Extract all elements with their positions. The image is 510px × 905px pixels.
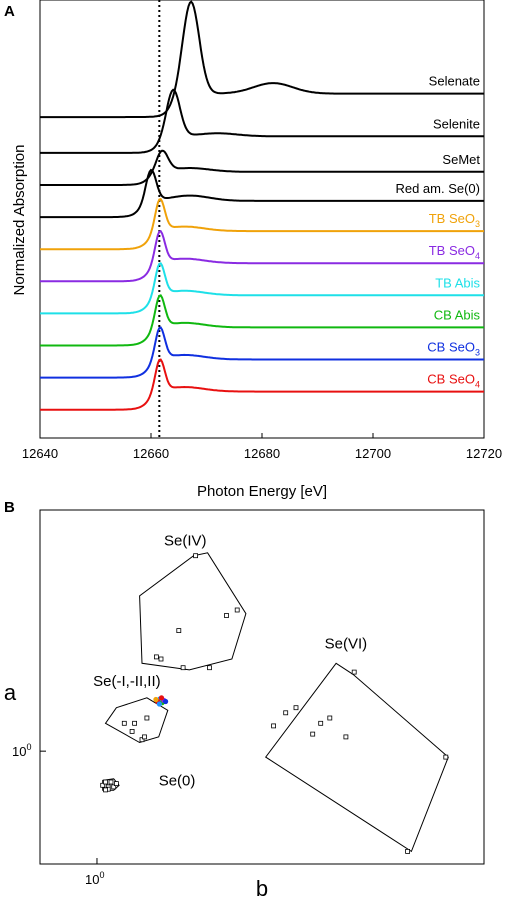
cluster-point	[193, 553, 199, 559]
cluster-point	[310, 731, 316, 737]
cluster-point	[405, 849, 411, 854]
cluster-point	[234, 607, 240, 613]
cluster-label: Se(-I,-II,II)	[93, 673, 161, 690]
series-label: Selenate	[429, 74, 480, 89]
cluster-point	[180, 665, 186, 671]
cluster-point	[443, 754, 449, 760]
cluster-point	[318, 720, 324, 726]
cluster-point	[153, 654, 159, 660]
x-tick-label: 12660	[133, 446, 169, 461]
panel-b-ticks: 100 100	[12, 742, 104, 887]
cluster-point	[103, 779, 108, 785]
spectrum-line	[40, 168, 484, 219]
series-label: TB Abis	[435, 275, 480, 290]
panel-b-frame	[39, 509, 485, 865]
sample-points	[153, 695, 169, 707]
cluster-label: Se(VI)	[325, 636, 368, 653]
sample-point	[163, 698, 169, 705]
cluster-point	[327, 715, 333, 721]
cluster-point	[103, 787, 108, 793]
series-label: TB SeO4	[429, 243, 480, 261]
series-label: Red am. Se(0)	[395, 181, 480, 196]
sample-point	[156, 701, 162, 707]
x-axis-ticks: 12640 12660 12680 12700 12720	[22, 433, 502, 461]
cluster-point	[176, 628, 182, 633]
panel-a-chart: Selenate Selenite SeMet Red am. Se(0) TB SeO…	[11, 0, 502, 500]
x-axis-title: Photon Energy [eV]	[197, 483, 327, 500]
x-tick-label: 12700	[355, 446, 391, 461]
series-label: CB SeO3	[427, 340, 480, 358]
cluster-point	[158, 656, 164, 662]
cluster-hull	[264, 662, 449, 853]
x-tick-label: 12720	[466, 446, 502, 461]
sample-point	[153, 696, 159, 703]
spectrum-line	[40, 294, 484, 347]
b-x-tick-label: 100	[85, 870, 104, 887]
cluster-point	[224, 613, 229, 618]
spectrum-line	[40, 149, 484, 186]
cluster-label: Se(0)	[159, 772, 196, 789]
cluster-points	[100, 553, 449, 854]
series-label: Selenite	[433, 116, 480, 131]
cluster-point	[283, 710, 289, 716]
cluster-point	[129, 729, 135, 734]
cluster-point	[108, 779, 114, 785]
cluster-hull	[139, 552, 247, 671]
spectrum-line	[40, 197, 484, 251]
series-label: TB SeO3	[429, 211, 480, 229]
cluster-point	[111, 784, 117, 790]
cluster-point	[343, 734, 349, 740]
cluster-point	[139, 737, 145, 743]
series-label: SeMet	[442, 152, 480, 167]
cluster-point	[121, 720, 127, 726]
x-tick-label: 12680	[244, 446, 280, 461]
cluster-labels: Se(IV) Se(VI) Se(-I,-II,II) Se(0)	[93, 532, 367, 789]
cluster-point	[271, 723, 277, 729]
cluster-point	[351, 669, 357, 675]
cluster-label: Se(IV)	[164, 532, 207, 549]
spectrum-line	[40, 262, 484, 315]
series-label: CB SeO4	[427, 372, 480, 390]
spectrum-line	[40, 358, 484, 411]
sample-point	[158, 695, 165, 701]
spectrum-line	[40, 88, 484, 154]
spectra-group	[40, 0, 484, 411]
cluster-hull	[104, 697, 169, 744]
cluster-hull	[102, 778, 120, 791]
panel-a-frame	[39, 0, 485, 439]
cluster-point	[132, 720, 138, 726]
y-axis-title: Normalized Absorption	[11, 145, 28, 296]
panel-b-label: B	[4, 499, 15, 516]
spectrum-line	[40, 229, 484, 283]
cluster-point	[100, 782, 106, 788]
b-x-axis-title: b	[256, 876, 268, 901]
cluster-point	[114, 781, 119, 786]
spectrum-line	[40, 326, 484, 379]
cluster-point	[293, 705, 299, 711]
cluster-point	[142, 734, 147, 740]
cluster-point	[207, 665, 212, 671]
b-y-axis-title: a	[4, 680, 17, 705]
series-labels: Selenate Selenite SeMet Red am. Se(0) TB SeO…	[395, 74, 480, 390]
b-y-tick-label: 100	[12, 742, 31, 759]
cluster-point	[144, 715, 150, 721]
spectrum-line	[40, 0, 484, 119]
panel-a-label: A	[4, 3, 15, 20]
x-tick-label: 12640	[22, 446, 58, 461]
cluster-hulls	[102, 552, 449, 853]
series-label: CB Abis	[434, 307, 481, 322]
